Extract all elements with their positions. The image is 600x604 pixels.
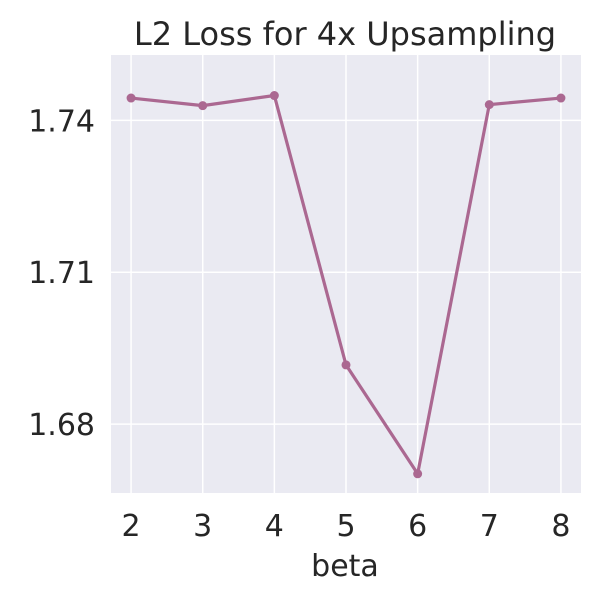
data-point xyxy=(269,91,279,101)
x-tick-label: 7 xyxy=(480,509,499,544)
data-point xyxy=(413,469,423,479)
y-tick-label: 1.68 xyxy=(28,408,95,443)
x-tick-label: 2 xyxy=(122,509,141,544)
x-tick-label: 8 xyxy=(551,509,570,544)
y-tick-label: 1.71 xyxy=(28,256,95,291)
grid-lines xyxy=(111,55,581,493)
x-axis-label: beta xyxy=(311,549,379,584)
data-point xyxy=(341,360,351,370)
tick-labels: 2 3 4 5 6 7 8 1.68 1.71 1.74 xyxy=(28,104,570,544)
x-tick-label: 5 xyxy=(336,509,355,544)
data-point xyxy=(126,93,136,103)
y-tick-label: 1.74 xyxy=(28,104,95,139)
series-layer xyxy=(126,91,566,479)
x-tick-label: 6 xyxy=(408,509,427,544)
data-point xyxy=(198,101,208,111)
chart-title: L2 Loss for 4x Upsampling xyxy=(134,15,556,53)
data-point xyxy=(556,93,566,103)
data-point xyxy=(484,100,494,110)
x-tick-label: 4 xyxy=(265,509,284,544)
x-tick-label: 3 xyxy=(193,509,212,544)
